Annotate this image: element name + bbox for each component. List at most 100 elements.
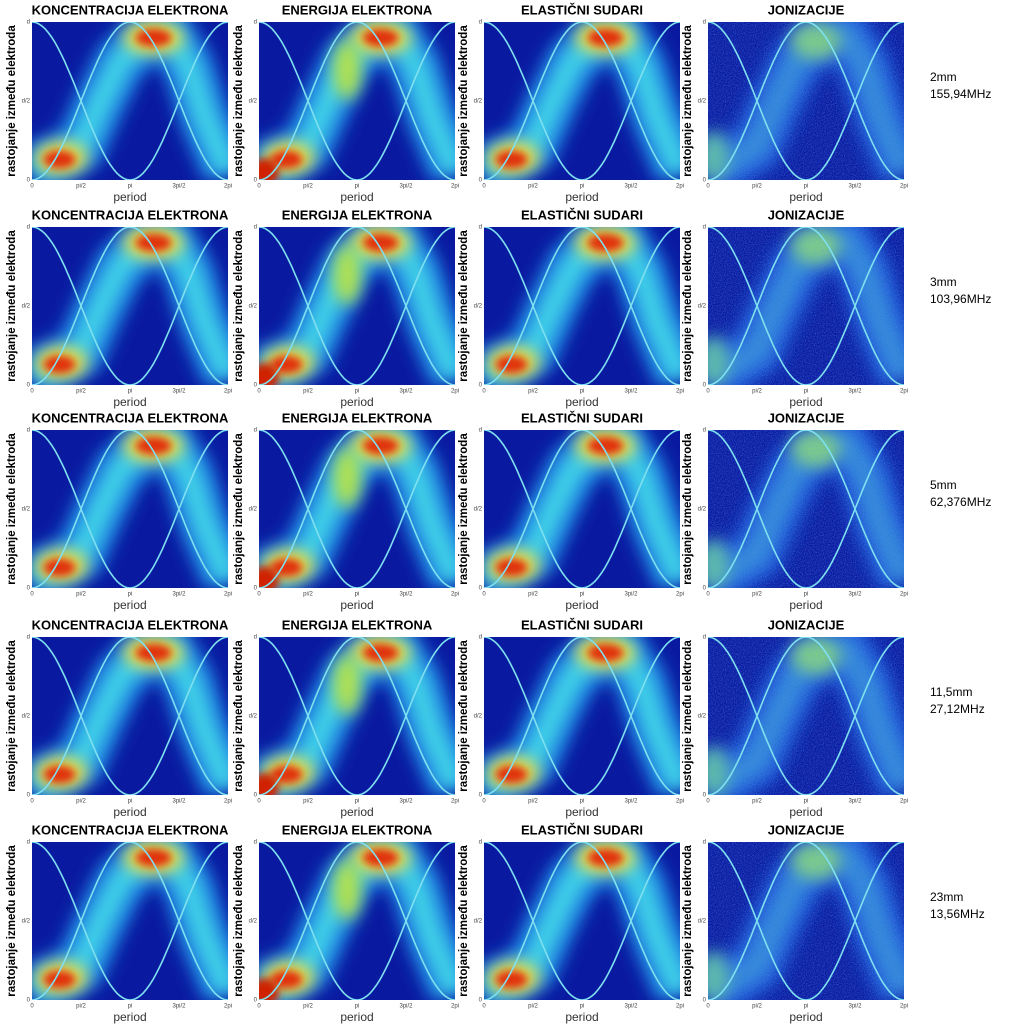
cos-curve [259,430,455,588]
x-tick-label: 3pi/2 [624,389,638,395]
panel: ELASTIČNI SUDARI rastojanje između elektr… [458,410,684,612]
x-axis-label: period [340,805,373,819]
x-tick-label: pi [355,184,360,190]
hot-spot [587,28,624,47]
y-tick-label: d [254,840,257,846]
x-axis-label: period [340,1010,373,1024]
plot-area [32,637,228,795]
plot-area [708,637,904,795]
panel-title: KONCENTRACIJA ELEKTRONA [32,617,229,632]
x-tick-label: 3pi/2 [399,184,413,190]
x-tick-label: pi [128,592,133,598]
y-tick-label: d/2 [22,919,31,925]
hot-spot [259,773,279,795]
panel: ELASTIČNI SUDARI rastojanje između elektr… [458,207,684,409]
hot-spot [333,244,362,305]
x-tick-label: 0 [706,184,710,190]
y-tick-label: d [27,428,30,434]
cos-curve [484,637,680,795]
hot-spot [333,447,362,508]
x-axis-label: period [113,805,146,819]
x-tick-label: 0 [706,389,710,395]
x-tick-label: pi/2 [528,389,538,395]
x-tick-label: pi [128,1004,133,1010]
row-frequency: 103,96MHz [930,292,991,306]
plot-area [484,430,680,588]
x-tick-label: 2pi [451,184,459,190]
cos-curve [708,637,904,795]
cos-curve [259,22,455,180]
y-tick-label: d/2 [698,304,707,310]
x-tick-label: pi/2 [528,799,538,805]
y-tick-label: d/2 [22,304,31,310]
cos-curve [32,842,228,1000]
x-tick-label: pi [355,799,360,805]
x-tick-label: 0 [706,799,710,805]
x-tick-label: pi/2 [303,799,313,805]
panel-title: ENERGIJA ELEKTRONA [282,2,433,17]
x-tick-label: 3pi/2 [624,799,638,805]
hot-spot [362,233,399,252]
y-axis-label: rastojanje između elektroda [233,433,245,585]
x-tick-label: 3pi/2 [848,799,862,805]
plot-area [708,22,904,180]
hot-spot [587,848,624,867]
x-tick-label: pi [804,389,809,395]
cos-curve [708,22,904,180]
panel: ENERGIJA ELEKTRONA rastojanje između elek… [233,410,459,612]
panel-title: KONCENTRACIJA ELEKTRONA [32,2,229,17]
x-tick-label: pi [580,592,585,598]
x-tick-label: pi [580,184,585,190]
row-gap: 5mm [930,478,957,492]
y-tick-label: d/2 [22,714,31,720]
x-tick-label: 2pi [224,592,232,598]
y-tick-label: d [254,20,257,26]
y-tick-label: 0 [479,998,483,1004]
x-tick-label: pi [804,184,809,190]
hot-spot [259,158,279,180]
x-tick-label: pi [580,799,585,805]
x-axis-label: period [340,598,373,612]
x-tick-label: pi [128,184,133,190]
speckle [708,430,904,588]
y-tick-label: d [479,225,482,231]
panel-title: ENERGIJA ELEKTRONA [282,207,433,222]
hot-spot [495,765,528,784]
y-tick-label: d/2 [698,507,707,513]
x-tick-label: 0 [30,184,34,190]
x-tick-label: 3pi/2 [624,184,638,190]
x-tick-label: 3pi/2 [848,592,862,598]
x-tick-label: 3pi/2 [848,184,862,190]
row-gap: 3mm [930,275,957,289]
x-tick-label: pi [128,799,133,805]
x-tick-label: 2pi [451,799,459,805]
hot-spot [333,39,362,100]
cos-curve [259,22,455,180]
x-tick-label: 2pi [900,799,908,805]
panel-title: JONIZACIJE [768,822,845,837]
y-axis-label: rastojanje između elektroda [458,845,470,997]
plot-area [259,842,455,1000]
x-tick-label: pi [355,389,360,395]
x-tick-label: 0 [257,592,261,598]
hot-spot [135,848,172,867]
cos-curve [484,842,680,1000]
plot-area [259,227,455,385]
x-axis-label: period [565,805,598,819]
x-tick-label: pi/2 [752,184,762,190]
y-axis-label: rastojanje između elektroda [6,433,18,585]
x-axis-label: period [789,395,822,409]
panel: KONCENTRACIJA ELEKTRONA rastojanje između… [6,410,232,612]
x-tick-label: 0 [706,592,710,598]
plot-area [484,637,680,795]
cos-curve [484,430,680,588]
x-tick-label: 0 [30,1004,34,1010]
x-tick-label: pi/2 [303,592,313,598]
x-tick-label: 0 [482,1004,486,1010]
y-tick-label: 0 [254,793,258,799]
plot-area [484,842,680,1000]
panel: JONIZACIJE rastojanje između elektroda 0 d/… [682,410,908,612]
cos-curve [708,430,904,588]
x-tick-label: 0 [257,389,261,395]
